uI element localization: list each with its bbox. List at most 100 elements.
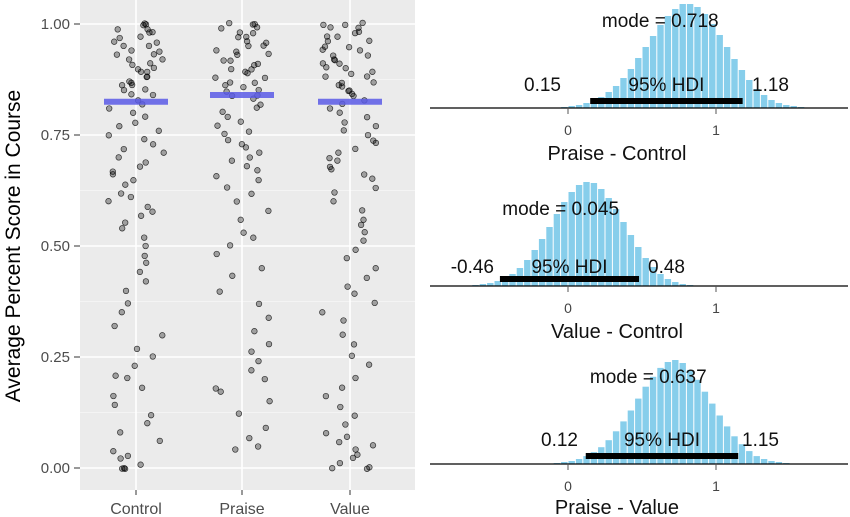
- histogram-bar: [479, 284, 487, 286]
- histogram-bar: [538, 239, 546, 286]
- data-point: [265, 207, 272, 215]
- histogram-bar: [649, 36, 657, 108]
- histogram-bar: [760, 95, 768, 108]
- hdi-low-label: -0.46: [451, 257, 494, 278]
- data-point: [254, 167, 261, 174]
- data-point: [212, 385, 219, 392]
- data-point: [250, 234, 257, 241]
- histogram-bar: [612, 431, 620, 464]
- hdi-low-label: 0.15: [524, 75, 561, 96]
- data-point: [342, 65, 349, 72]
- data-point: [144, 203, 151, 211]
- histogram-bar: [723, 426, 731, 464]
- data-point: [142, 159, 149, 166]
- data-point: [344, 283, 351, 290]
- data-point: [232, 446, 239, 453]
- data-point: [319, 60, 327, 67]
- histogram-bar: [657, 367, 664, 464]
- data-point: [213, 173, 220, 180]
- histogram-bar: [575, 185, 583, 286]
- data-point: [335, 81, 342, 89]
- data-point: [355, 28, 363, 35]
- data-point: [117, 429, 124, 436]
- data-point: [326, 105, 334, 112]
- data-point: [226, 19, 233, 27]
- histogram-bar: [768, 461, 775, 464]
- data-point: [331, 57, 339, 64]
- histogram-bar: [627, 69, 635, 108]
- data-point: [349, 454, 357, 462]
- data-point: [258, 265, 265, 272]
- histogram-bar: [531, 250, 538, 286]
- data-point: [137, 68, 145, 75]
- gridlines: [80, 0, 415, 490]
- data-point: [255, 300, 263, 308]
- data-point: [142, 278, 150, 285]
- data-point: [359, 19, 366, 27]
- x-tick-label: 0: [564, 478, 572, 494]
- data-point: [319, 46, 326, 53]
- data-point: [340, 317, 347, 324]
- x-tick-label: Value: [330, 501, 370, 517]
- histogram-bar: [716, 35, 723, 108]
- data-point: [335, 149, 342, 156]
- histogram-bar: [716, 415, 723, 464]
- histogram-bar: [524, 260, 531, 286]
- data-point: [217, 388, 224, 395]
- data-point: [129, 109, 137, 116]
- histogram-bar: [620, 78, 627, 108]
- data-point: [339, 331, 346, 338]
- data-point: [137, 461, 144, 468]
- x-axis-label: Praise - Control: [548, 143, 687, 165]
- hdi-high-label: 0.48: [648, 257, 685, 278]
- data-point: [227, 57, 234, 64]
- data-point: [120, 464, 128, 472]
- data-point: [147, 60, 154, 67]
- data-point: [322, 392, 330, 400]
- x-tick-label: 1: [712, 478, 720, 494]
- data-point: [128, 47, 135, 54]
- data-point: [351, 290, 358, 297]
- data-point: [105, 198, 112, 205]
- data-point: [236, 29, 244, 36]
- histogram-bar: [664, 362, 672, 464]
- data-point: [323, 64, 330, 71]
- histogram-bar: [753, 89, 760, 108]
- histogram-bar: [731, 59, 738, 108]
- data-point: [363, 274, 370, 282]
- x-axis-label: Value - Control: [551, 321, 683, 343]
- data-point: [246, 154, 253, 161]
- data-point: [328, 166, 335, 173]
- histogram-bar: [546, 227, 553, 286]
- data-point: [221, 130, 228, 138]
- histogram-bar: [731, 436, 738, 464]
- data-point: [124, 374, 131, 382]
- histogram-bar: [583, 182, 590, 286]
- data-point: [245, 42, 252, 50]
- data-point: [255, 86, 262, 94]
- data-point: [144, 73, 151, 80]
- data-point: [336, 109, 343, 116]
- data-point: [149, 28, 156, 36]
- histogram-bar: [642, 47, 649, 108]
- data-point: [144, 26, 151, 33]
- data-point: [131, 362, 138, 369]
- posterior-value-control: 0 1 mode = 0.045 95% HDI -0.46 0.48 Value - Co…: [430, 182, 848, 343]
- data-point: [262, 424, 269, 432]
- data-point: [149, 91, 157, 99]
- data-point: [149, 353, 156, 360]
- data-point: [224, 113, 231, 121]
- data-point: [336, 459, 344, 467]
- posterior-praise-value: 0 1 mode = 0.637 95% HDI 0.12 1.15 Praise - Va…: [430, 360, 848, 517]
- data-point: [243, 38, 251, 45]
- data-point: [361, 171, 368, 178]
- data-point: [248, 190, 255, 197]
- histogram-bar: [657, 274, 664, 286]
- y-tick-label: 0.50: [41, 238, 70, 255]
- data-point: [141, 136, 148, 143]
- data-point: [255, 176, 262, 184]
- data-point: [122, 181, 129, 188]
- data-point: [142, 86, 149, 93]
- data-point: [114, 26, 121, 33]
- data-point: [352, 374, 359, 382]
